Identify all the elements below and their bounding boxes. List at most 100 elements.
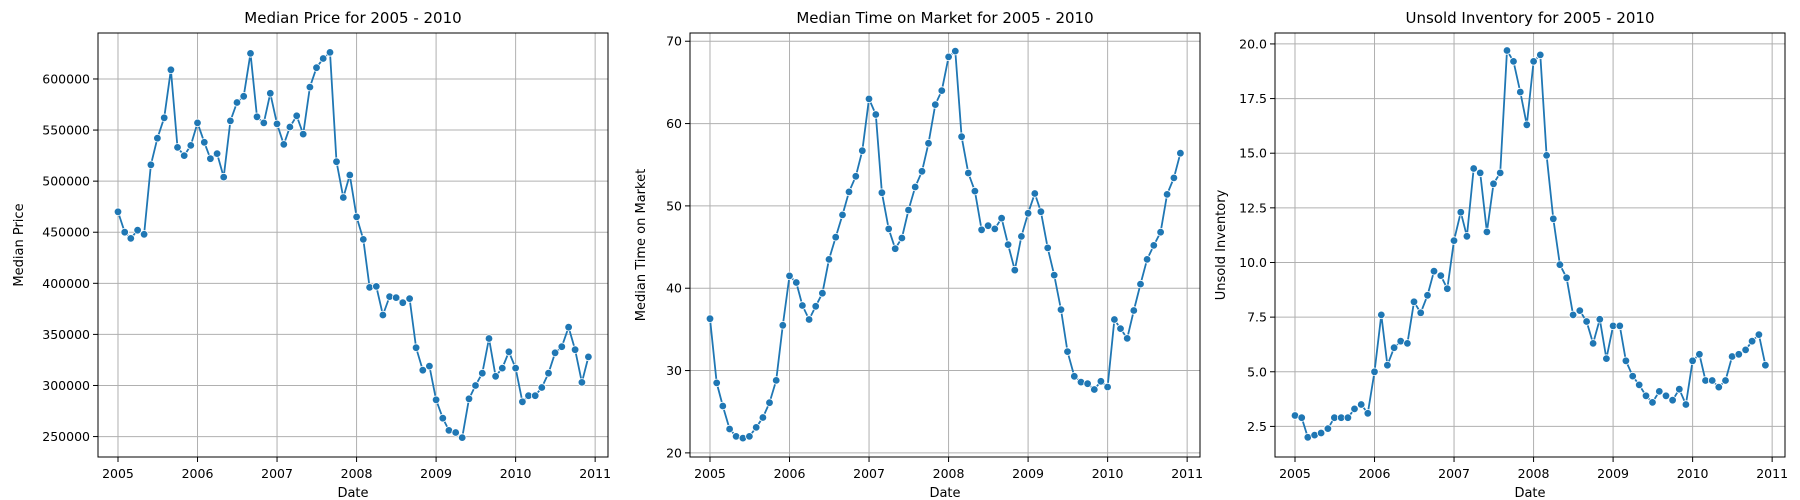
data-point bbox=[731, 432, 741, 441]
data-point bbox=[951, 46, 960, 56]
x-tick-label: 2007 bbox=[261, 466, 293, 481]
data-point bbox=[359, 235, 368, 244]
y-tick-label: 2.5 bbox=[1247, 419, 1267, 434]
y-tick-label: 500000 bbox=[42, 174, 90, 189]
data-point bbox=[1641, 391, 1651, 400]
data-point bbox=[1110, 315, 1119, 324]
data-point bbox=[1162, 190, 1172, 199]
y-tick-label: 40 bbox=[666, 281, 682, 296]
data-point bbox=[570, 345, 580, 354]
data-point bbox=[133, 225, 142, 235]
data-point bbox=[1529, 57, 1538, 66]
data-point bbox=[851, 172, 860, 181]
data-point bbox=[1017, 232, 1026, 241]
data-point bbox=[858, 146, 867, 155]
data-point bbox=[931, 100, 940, 109]
series-line bbox=[709, 49, 1182, 440]
data-point bbox=[884, 224, 893, 234]
y-tick-label: 350000 bbox=[42, 327, 90, 342]
data-point bbox=[1582, 317, 1591, 326]
data-point bbox=[564, 323, 573, 332]
x-tick-label: 2006 bbox=[1359, 466, 1391, 481]
data-point bbox=[1536, 50, 1545, 60]
chart-panel-2: 20 30 40 50 60 70 2005 2006 2007 2008 2009 2010 2011… bbox=[634, 9, 1203, 500]
data-point bbox=[1721, 376, 1730, 385]
x-tick-label: 2009 bbox=[1597, 466, 1629, 481]
data-point bbox=[937, 86, 946, 95]
data-point bbox=[1462, 232, 1472, 241]
data-point bbox=[1070, 372, 1079, 381]
data-point bbox=[818, 289, 827, 298]
y-tick-label: 12.5 bbox=[1239, 200, 1267, 215]
data-point bbox=[246, 49, 255, 58]
data-point bbox=[1595, 315, 1604, 324]
data-point bbox=[1149, 241, 1158, 250]
data-point bbox=[1522, 120, 1531, 129]
x-tick-label: 2007 bbox=[1438, 466, 1470, 481]
data-point bbox=[451, 428, 460, 437]
data-point bbox=[1136, 279, 1145, 289]
data-point bbox=[1116, 324, 1125, 333]
data-point bbox=[312, 63, 321, 72]
data-point bbox=[1377, 310, 1386, 320]
data-point bbox=[491, 372, 500, 381]
data-point bbox=[1383, 361, 1392, 370]
data-point bbox=[957, 132, 966, 141]
data-point bbox=[798, 301, 807, 310]
data-point bbox=[239, 92, 248, 101]
x-tick-label: 2010 bbox=[500, 466, 532, 481]
data-point bbox=[977, 225, 986, 234]
y-tick-label: 70 bbox=[666, 34, 682, 49]
data-point bbox=[378, 310, 388, 320]
data-point bbox=[1096, 377, 1106, 386]
data-point bbox=[438, 414, 447, 423]
data-point bbox=[1575, 306, 1584, 315]
data-point bbox=[332, 157, 341, 166]
y-axis-label: Median Time on Market bbox=[634, 169, 649, 321]
data-point bbox=[983, 221, 993, 230]
data-point bbox=[871, 110, 880, 119]
x-tick-label: 2011 bbox=[579, 466, 611, 481]
data-point bbox=[1568, 310, 1578, 320]
data-point bbox=[1761, 361, 1770, 370]
data-point bbox=[712, 378, 721, 388]
data-point bbox=[193, 118, 202, 128]
data-point bbox=[339, 193, 348, 202]
data-point bbox=[471, 381, 480, 390]
data-point bbox=[391, 293, 401, 302]
y-tick-label: 15.0 bbox=[1239, 146, 1267, 161]
data-point bbox=[778, 321, 787, 330]
x-tick-label: 2009 bbox=[420, 466, 452, 481]
data-point bbox=[325, 48, 335, 57]
data-point bbox=[498, 363, 507, 373]
data-point bbox=[544, 369, 553, 378]
data-point bbox=[418, 366, 427, 375]
data-point bbox=[431, 395, 441, 404]
y-tick-label: 600000 bbox=[42, 71, 90, 86]
y-tick-label: 7.5 bbox=[1247, 310, 1267, 325]
data-point bbox=[1456, 207, 1465, 217]
data-point bbox=[372, 282, 381, 291]
data-point bbox=[1469, 164, 1478, 173]
data-point bbox=[1655, 387, 1664, 396]
data-point bbox=[252, 112, 262, 121]
data-point bbox=[259, 118, 268, 128]
data-point bbox=[1482, 227, 1492, 237]
data-point bbox=[1449, 236, 1459, 245]
data-point bbox=[279, 140, 288, 149]
data-point bbox=[1714, 382, 1723, 392]
y-tick-label: 550000 bbox=[42, 123, 90, 138]
y-tick-label: 10.0 bbox=[1239, 255, 1267, 270]
data-point bbox=[725, 424, 734, 434]
data-point bbox=[1668, 396, 1677, 405]
x-tick-label: 2010 bbox=[1092, 466, 1124, 481]
data-point bbox=[1049, 270, 1059, 280]
y-tick-label: 20.0 bbox=[1239, 36, 1267, 51]
data-point bbox=[1323, 424, 1333, 433]
data-point bbox=[458, 433, 467, 442]
data-point bbox=[877, 188, 887, 197]
data-point bbox=[299, 129, 308, 139]
x-tick-label: 2008 bbox=[933, 466, 965, 481]
data-point bbox=[1562, 273, 1571, 282]
data-point bbox=[1297, 413, 1306, 422]
